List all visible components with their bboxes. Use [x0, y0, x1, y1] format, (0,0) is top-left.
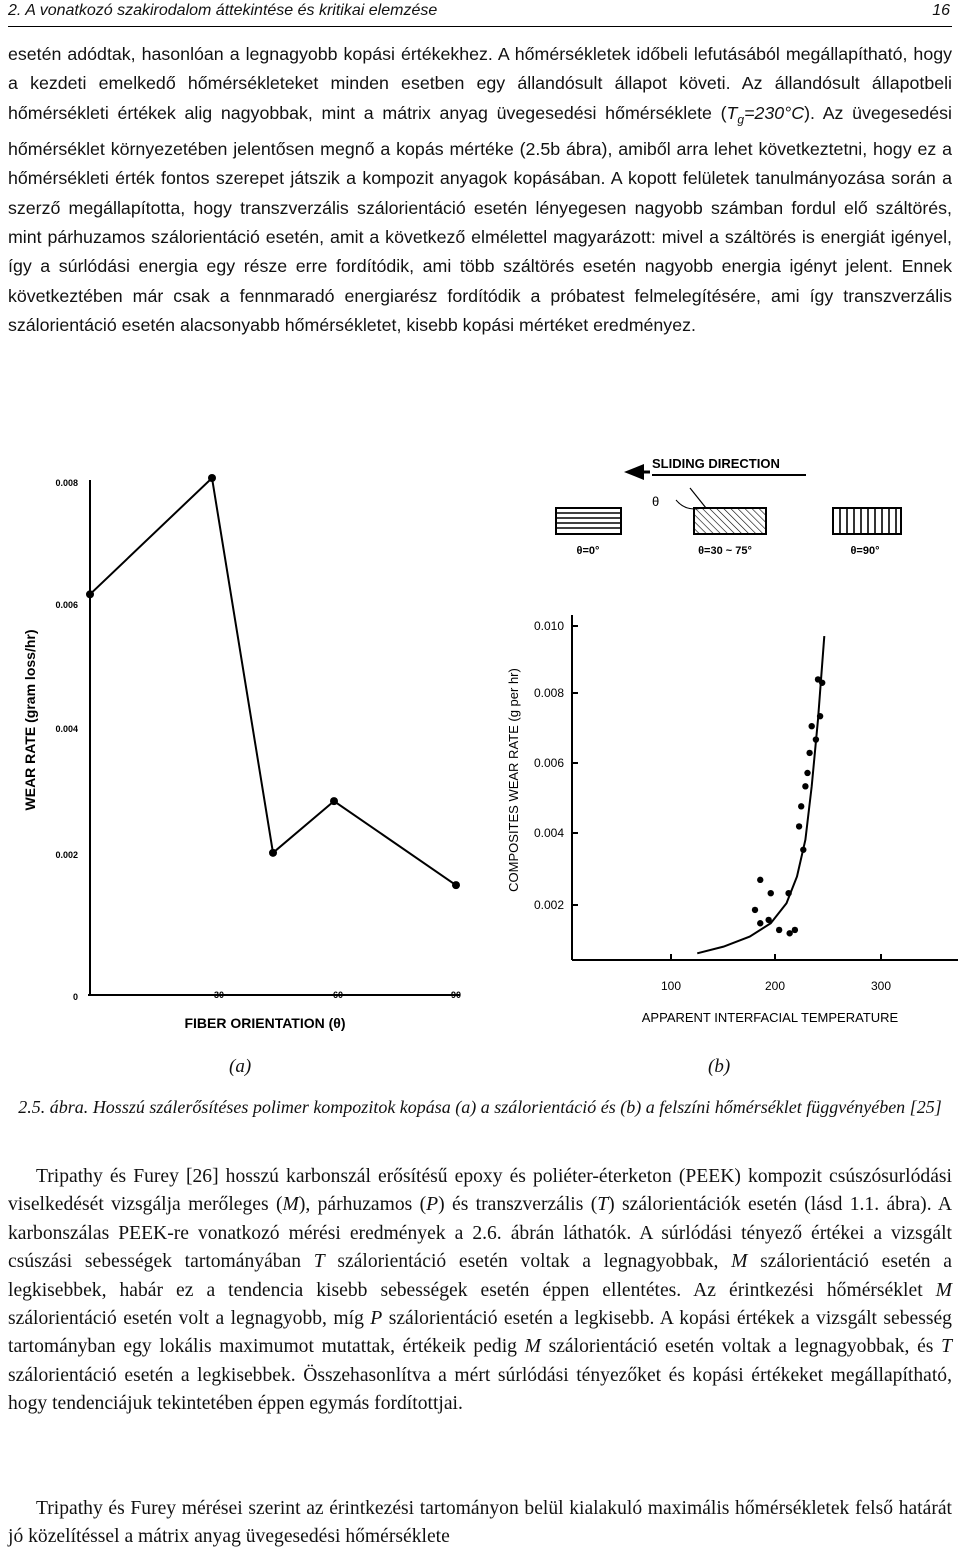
specimen-90deg: [832, 507, 902, 535]
chart-b-ytick: 0.010: [534, 619, 564, 633]
chart-b-data-point: [757, 920, 764, 927]
chart-a-data-point: [86, 590, 94, 599]
chart-b-ylabel: COMPOSITES WEAR RATE (g per hr): [506, 668, 521, 892]
chart-b-data-point: [816, 712, 824, 720]
symbol-t: T: [313, 1251, 325, 1273]
caption-label: 2.5. ábra.: [18, 1097, 89, 1117]
chart-a-data-point: [208, 474, 216, 482]
schematic-label: θ=90°: [850, 545, 879, 557]
chart-b-data-point: [775, 926, 783, 934]
paragraph-1-part-b: ). Az üvegesedési hőmérséklet környezeté…: [8, 102, 952, 336]
text-run: szálorientáció esetén voltak a legnagyob…: [540, 1336, 942, 1358]
chart-a-ylabel: WEAR RATE (gram loss/hr): [22, 630, 38, 811]
chart-a-xlabel: FIBER ORIENTATION (θ): [184, 1015, 345, 1031]
paragraph-2: Tripathy és Furey [26] hosszú karbonszál…: [8, 1163, 952, 1419]
chart-a-marks: [86, 474, 460, 890]
subfigure-label-a: (a): [229, 1056, 252, 1077]
paragraph-1-part-a: esetén adódtak, hasonlóan a legnagyobb k…: [8, 44, 952, 123]
chart-b-data-point: [808, 723, 815, 730]
chart-b-fit-curve: [697, 635, 826, 955]
symbol-t: T: [941, 1336, 952, 1358]
symbol-m: M: [282, 1194, 299, 1216]
chart-a-ytick: 0.002: [55, 850, 78, 860]
text-run: szálorientáció esetén a legkisebbek, hab…: [8, 1251, 952, 1301]
chart-a-data-point: [452, 881, 460, 890]
chart-b-ytick: 0.004: [534, 826, 564, 840]
chart-a-xtick: 60: [333, 990, 343, 1000]
chart-b-data-point: [785, 890, 792, 897]
text-run: szálorientáció esetén a legkisebb. A kop…: [8, 1308, 952, 1358]
symbol-m: M: [731, 1251, 748, 1273]
chart-b-data-point: [751, 906, 759, 914]
figure-2-5: 0.008 0.006 0.004 0.002 0 30 60 90 FIBER…: [22, 456, 958, 1031]
subfigure-label-b: (b): [708, 1056, 731, 1077]
chart-a-data-point: [330, 797, 338, 806]
chart-a-ytick: 0: [73, 992, 78, 1002]
paragraph-1: esetén adódtak, hasonlóan a legnagyobb k…: [8, 40, 952, 341]
section-title: 2. A vonatkozó szakirodalom áttekintése …: [8, 2, 438, 19]
chart-a: 0.008 0.006 0.004 0.002 0 30 60 90 FIBER…: [22, 474, 461, 1031]
text-run: szálorientáció esetén a legkisebbek. Öss…: [8, 1364, 952, 1415]
specimen-angled: θ: [652, 487, 767, 535]
text-run: Tripathy és Furey [26] hosszú karbonszál…: [8, 1166, 952, 1216]
sliding-schematic: SLIDING DIRECTION θ θ: [555, 456, 902, 557]
chart-a-xtick: 90: [451, 990, 461, 1000]
text-run: ) szálorientációk esetén (lásd 1.1. ábra…: [8, 1194, 953, 1273]
theta-symbol: θ: [652, 494, 659, 509]
chart-a-xtick: 30: [214, 990, 224, 1000]
chart-b-xtick: 100: [661, 979, 681, 993]
symbol-p: P: [426, 1194, 439, 1216]
chart-b-data-point: [819, 679, 826, 686]
chart-b-data-point: [806, 749, 813, 757]
chart-b-data-point: [812, 736, 820, 743]
caption-text: Hosszú szálerősítéses polimer kompozitok…: [92, 1097, 942, 1117]
page-number: 16: [932, 2, 950, 19]
chart-a-data-point: [269, 848, 277, 857]
chart-b-data-point: [798, 803, 805, 810]
text-run: ) és transzverzális (: [438, 1194, 598, 1216]
chart-a-ytick: 0.006: [55, 600, 78, 610]
chart-a-ytick: 0.008: [55, 478, 78, 488]
text-run: szálorientáció esetén volt a legnagyobb,…: [8, 1308, 371, 1330]
chart-b-data-point: [802, 783, 809, 790]
sliding-arrow: [624, 464, 650, 480]
chart-b-ytick: 0.008: [534, 686, 564, 700]
chart-a-series-line: [89, 475, 457, 886]
text-run: szálorientáció esetén voltak a legnagyob…: [324, 1251, 732, 1273]
chart-b-xtick: 200: [765, 979, 785, 993]
chart-b-data-point: [804, 769, 811, 777]
chart-b-xtick: 300: [871, 979, 891, 993]
paragraph-3: Tripathy és Furey mérései szerint az éri…: [8, 1498, 952, 1548]
chart-a-ytick: 0.004: [55, 724, 78, 734]
chart-b-data-point: [757, 876, 764, 884]
figure-caption: 2.5. ábra. Hosszú szálerősítéses polimer…: [8, 1096, 952, 1119]
page-header: 2. A vonatkozó szakirodalom áttekintése …: [8, 0, 952, 27]
chart-b-ytick: 0.002: [534, 898, 564, 912]
chart-b-data-point: [800, 846, 807, 853]
symbol-t: T: [597, 1194, 609, 1216]
text-run: ), párhuzamos (: [298, 1194, 427, 1216]
tg-value: =230°C: [744, 102, 805, 123]
symbol-p: P: [370, 1308, 383, 1330]
chart-b-data-point: [767, 890, 774, 897]
chart-b-data-point: [765, 916, 772, 924]
chart-b-data-point: [795, 823, 803, 830]
chart-b-ytick: 0.006: [534, 756, 564, 770]
chart-b: 0.010 0.008 0.006 0.004 0.002 100 200 30…: [506, 615, 958, 1025]
specimen-0deg: [555, 507, 622, 535]
chart-b-marks: [697, 635, 826, 955]
schematic-label: θ=0°: [577, 545, 600, 557]
tg-subscript: g: [737, 112, 745, 127]
schematic-label: θ=30 ~ 75°: [698, 545, 752, 557]
sliding-direction-label: SLIDING DIRECTION: [652, 456, 780, 471]
chart-b-data-point: [786, 930, 793, 937]
tg-symbol: T: [726, 102, 738, 123]
chart-b-data-point: [791, 926, 799, 934]
symbol-m: M: [524, 1336, 541, 1358]
chart-b-xlabel: APPARENT INTERFACIAL TEMPERATURE: [642, 1010, 899, 1025]
symbol-m: M: [935, 1279, 952, 1301]
